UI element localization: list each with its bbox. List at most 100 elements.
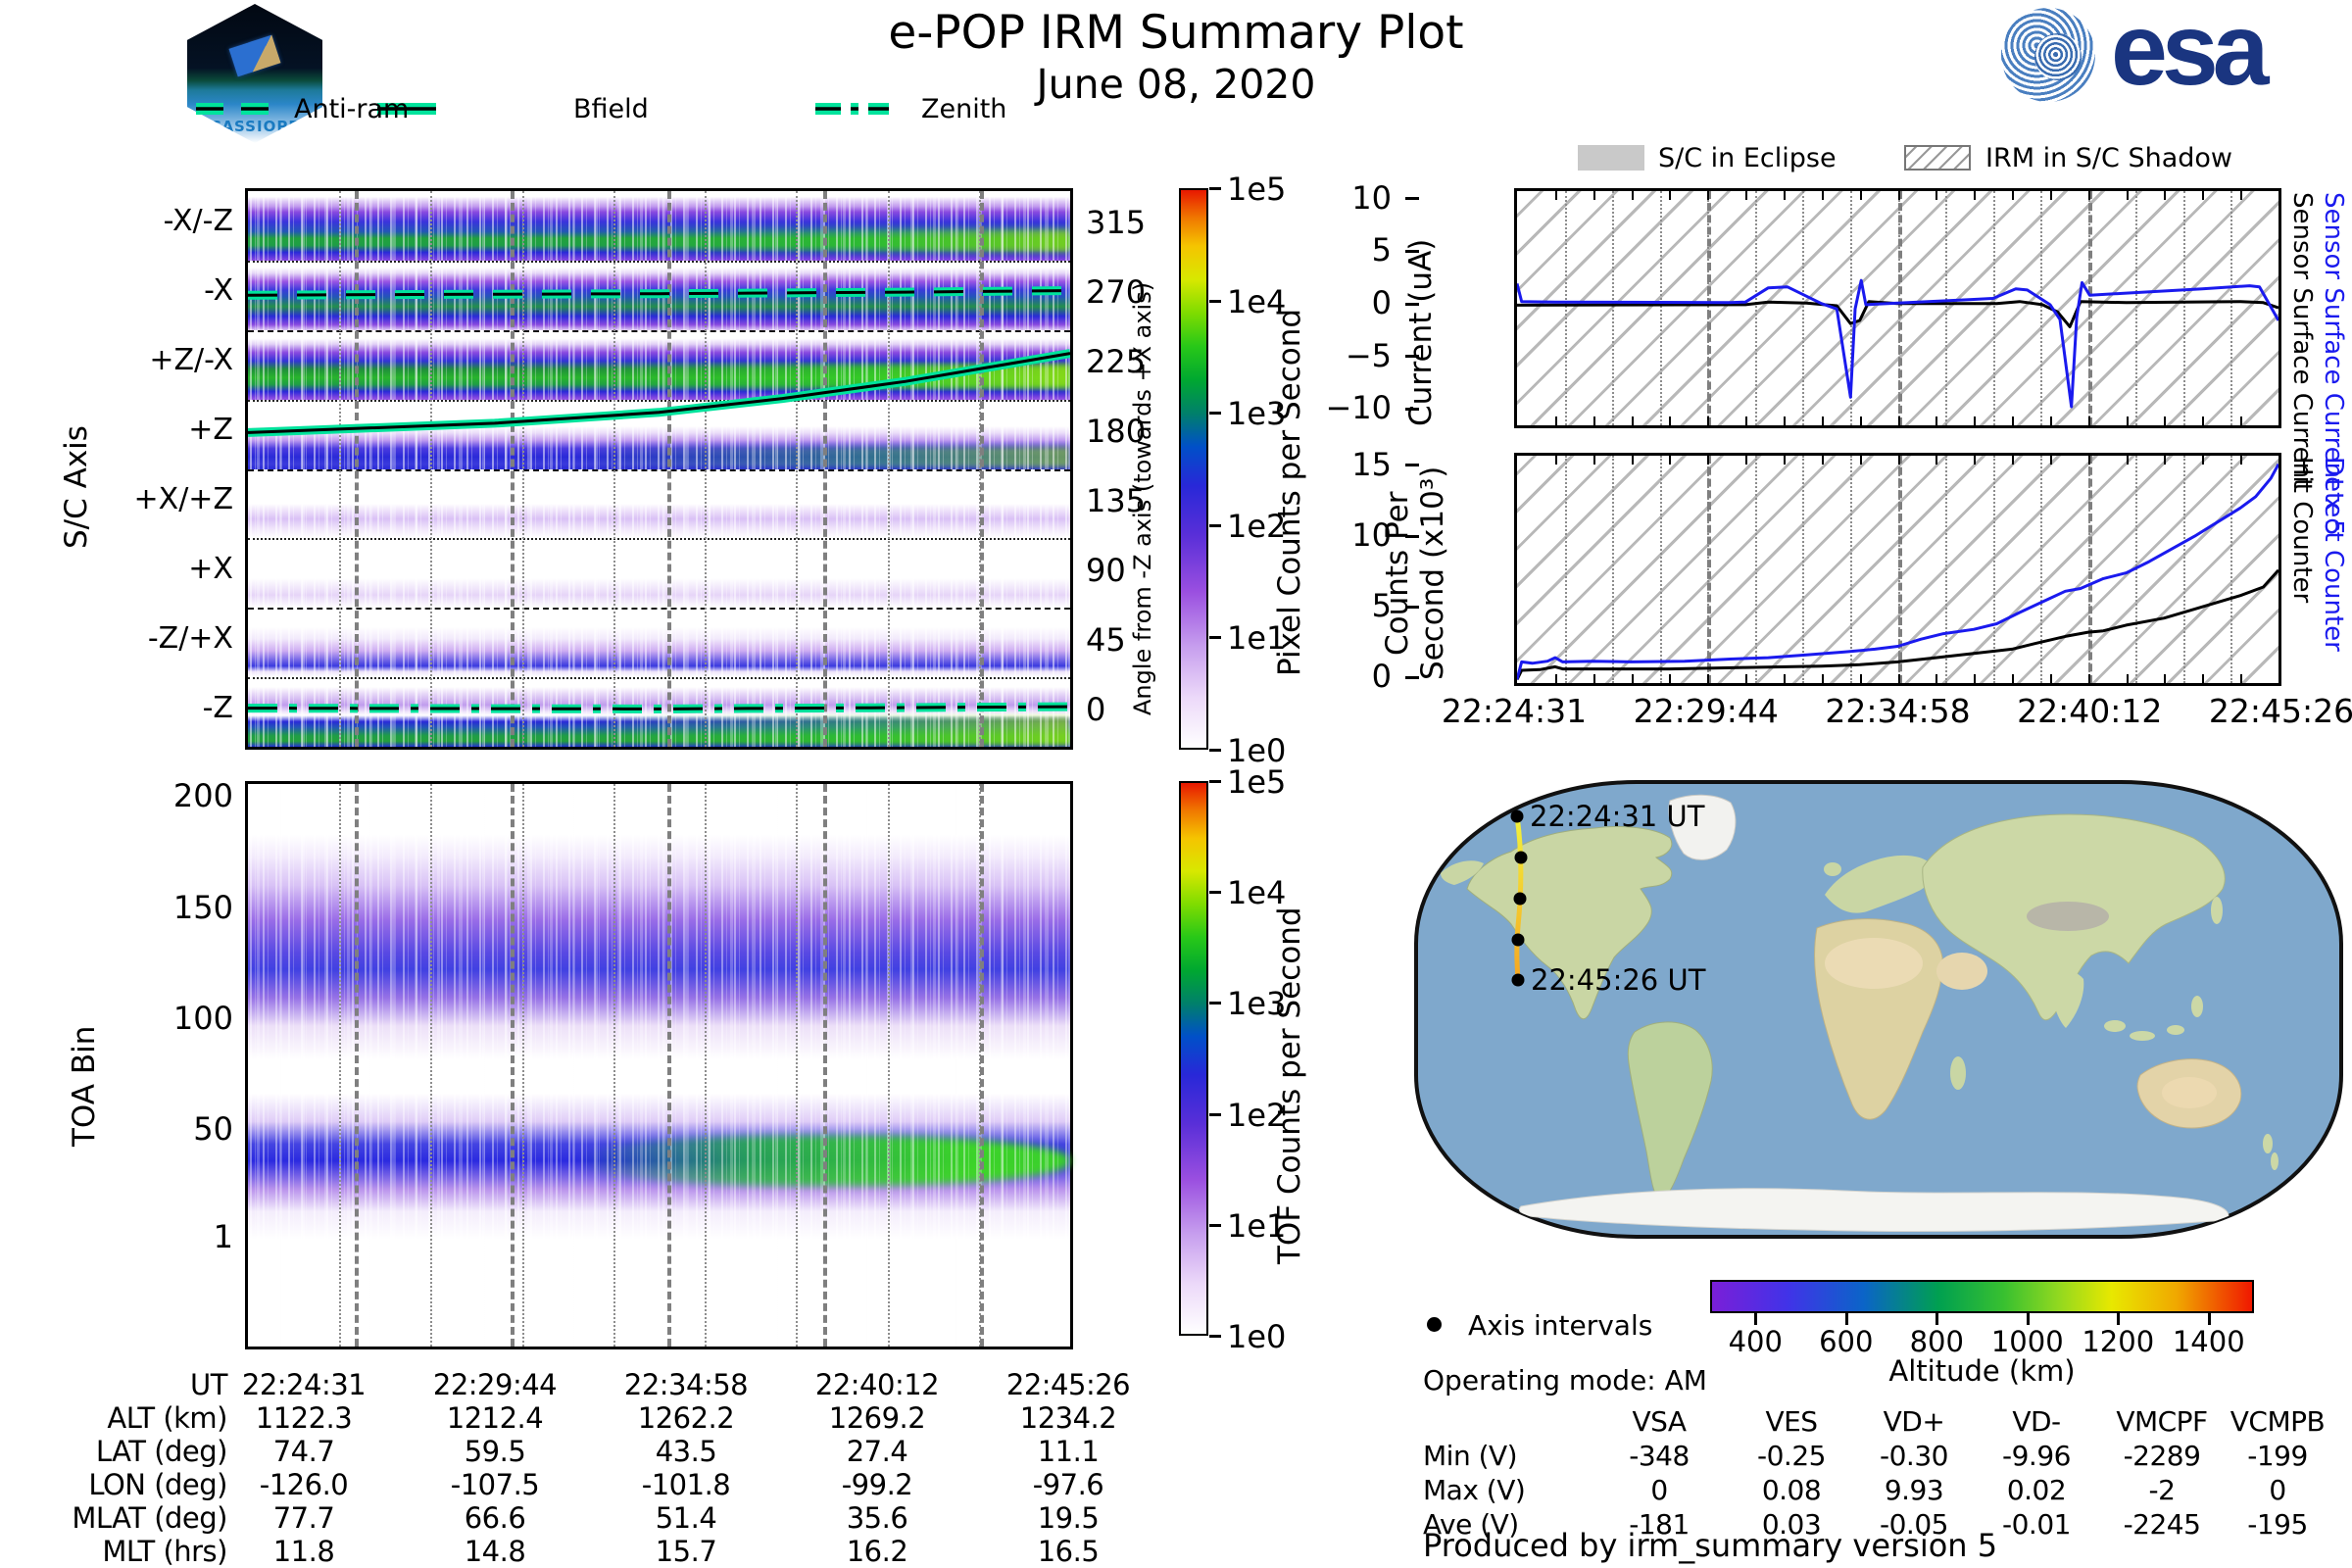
ephemeris-cell: 1212.4 xyxy=(446,1401,544,1435)
gridline-major xyxy=(355,191,360,747)
gridline-major xyxy=(2087,456,2092,683)
xtick-minor xyxy=(2164,191,2167,200)
ephemeris-row-label: MLAT (deg) xyxy=(72,1501,227,1535)
spectro-axis-label: +X xyxy=(188,551,233,586)
spectro-band-+X xyxy=(248,538,1070,609)
counts-xtick-label: 22:40:12 xyxy=(2017,692,2163,730)
gridline-minor xyxy=(2135,456,2138,683)
tof-counts-colorbar xyxy=(1179,781,1208,1336)
angle-tick-label: 180 xyxy=(1086,413,1147,451)
band-separator xyxy=(248,677,1070,680)
xtick-minor xyxy=(2126,674,2129,683)
ytick-label: 10 xyxy=(1351,516,1392,555)
ytick-label: 5 xyxy=(1371,587,1392,625)
xtick-minor xyxy=(2202,674,2205,683)
gridline-major xyxy=(823,784,828,1347)
toa-ylabel: TOA Bin xyxy=(67,1025,102,1147)
gridline-minor xyxy=(2182,456,2185,683)
xtick-minor xyxy=(1821,674,1824,683)
ytick-label: 15 xyxy=(1351,445,1392,483)
alt-tick-label: 400 xyxy=(1728,1325,1783,1358)
colorbar-tick xyxy=(1209,636,1221,640)
xtick-minor xyxy=(1592,191,1595,200)
ephemeris-cell: 22:40:12 xyxy=(814,1368,940,1401)
gridline-minor xyxy=(1612,456,1615,683)
ytick-label: 5 xyxy=(1371,231,1392,270)
xtick-minor xyxy=(1897,191,1900,200)
colorbar-tick-label: 1e2 xyxy=(1227,1096,1287,1134)
current-ylabel: Current (uA) xyxy=(1403,238,1439,426)
xtick-minor xyxy=(1707,416,1710,425)
shadow-legend-label: IRM in S/C Shadow xyxy=(1985,143,2233,173)
xtick-minor xyxy=(1554,191,1557,200)
bfield-curve xyxy=(248,349,1070,437)
gridline-minor xyxy=(1612,191,1615,425)
alt-tick xyxy=(2207,1313,2211,1325)
colorbar-tick xyxy=(1209,749,1221,752)
spectro-axis-label: -X xyxy=(204,273,233,309)
gridline-minor xyxy=(887,191,890,747)
counts-xtick-label: 22:24:31 xyxy=(1441,692,1588,730)
xtick-minor xyxy=(1897,456,1900,465)
gridline-major xyxy=(511,191,515,747)
produced-by-footer: Produced by irm_summary version 5 xyxy=(1423,1527,1998,1564)
xtick-minor xyxy=(1592,416,1595,425)
gridline-major xyxy=(666,784,671,1347)
page-subtitle: June 08, 2020 xyxy=(1036,61,1316,108)
xtick-minor xyxy=(1936,191,1938,200)
xtick-minor xyxy=(2240,416,2243,425)
counts-xtick-label: 22:45:26 xyxy=(2208,692,2352,730)
band-noise xyxy=(248,608,1070,678)
gridline-minor xyxy=(2040,456,2043,683)
xtick-minor xyxy=(1936,674,1938,683)
xtick-minor xyxy=(1669,674,1672,683)
gridline-minor xyxy=(1945,456,1948,683)
alt-tick xyxy=(1754,1313,1758,1325)
eclipse-legend-swatch xyxy=(1578,145,1644,171)
alt-tick-label: 600 xyxy=(1819,1325,1874,1358)
xtick-minor xyxy=(2126,416,2129,425)
voltage-cell: 9.93 xyxy=(1884,1474,1944,1506)
xtick-minor xyxy=(2087,416,2090,425)
gridline-minor xyxy=(1802,456,1805,683)
voltage-header: VD- xyxy=(2012,1405,2061,1438)
counts-xtick-label: 22:34:58 xyxy=(1825,692,1971,730)
colorbar-tick-label: 1e3 xyxy=(1227,395,1287,433)
spectro-band--X/-Z xyxy=(248,191,1070,261)
voltage-row-label: Ave (V) xyxy=(1423,1508,1519,1541)
voltage-cell: 0 xyxy=(1650,1474,1668,1506)
ground-track-map: 22:24:31 UT 22:45:26 UT xyxy=(1414,780,2343,1239)
voltage-cell: -181 xyxy=(1629,1508,1690,1541)
gridline-minor xyxy=(1564,191,1567,425)
xtick-minor xyxy=(1669,416,1672,425)
sensor-surface-current-x-5-series xyxy=(1517,278,2278,409)
gridline-major xyxy=(2087,191,2092,425)
xtick-minor xyxy=(2087,191,2090,200)
xtick-minor xyxy=(2087,456,2090,465)
colorbar-tick-label: 1e4 xyxy=(1227,282,1287,320)
band-separator xyxy=(248,399,1070,402)
spectro-axis-label: -X/-Z xyxy=(163,204,233,239)
xtick-minor xyxy=(1592,456,1595,465)
gridline-major xyxy=(1707,456,1712,683)
gridline-minor xyxy=(887,784,890,1347)
alt-tick-label: 1400 xyxy=(2172,1325,2245,1358)
xtick-minor xyxy=(1821,416,1824,425)
voltage-cell: 0 xyxy=(2269,1474,2286,1506)
voltage-cell: -2289 xyxy=(2123,1440,2201,1472)
ephemeris-row-label: UT xyxy=(190,1368,227,1401)
ytick-label: −10 xyxy=(1325,389,1392,427)
ephemeris-cell: 27.4 xyxy=(846,1435,908,1468)
voltage-cell: 0.08 xyxy=(1761,1474,1822,1506)
angle-tick-label: 45 xyxy=(1086,620,1126,659)
xtick-minor xyxy=(1897,674,1900,683)
toa-tick-label: 200 xyxy=(172,777,233,815)
colorbar-tick-label: 1e0 xyxy=(1227,1318,1287,1355)
gridline-minor xyxy=(1659,456,1662,683)
pointing-legend xyxy=(196,103,889,115)
xtick-minor xyxy=(1974,456,1977,465)
alt-tick-label: 1000 xyxy=(1990,1325,2064,1358)
ephemeris-row-label: MLT (hrs) xyxy=(102,1535,227,1568)
voltage-cell: -0.05 xyxy=(1880,1508,1948,1541)
xtick-minor xyxy=(1745,674,1748,683)
